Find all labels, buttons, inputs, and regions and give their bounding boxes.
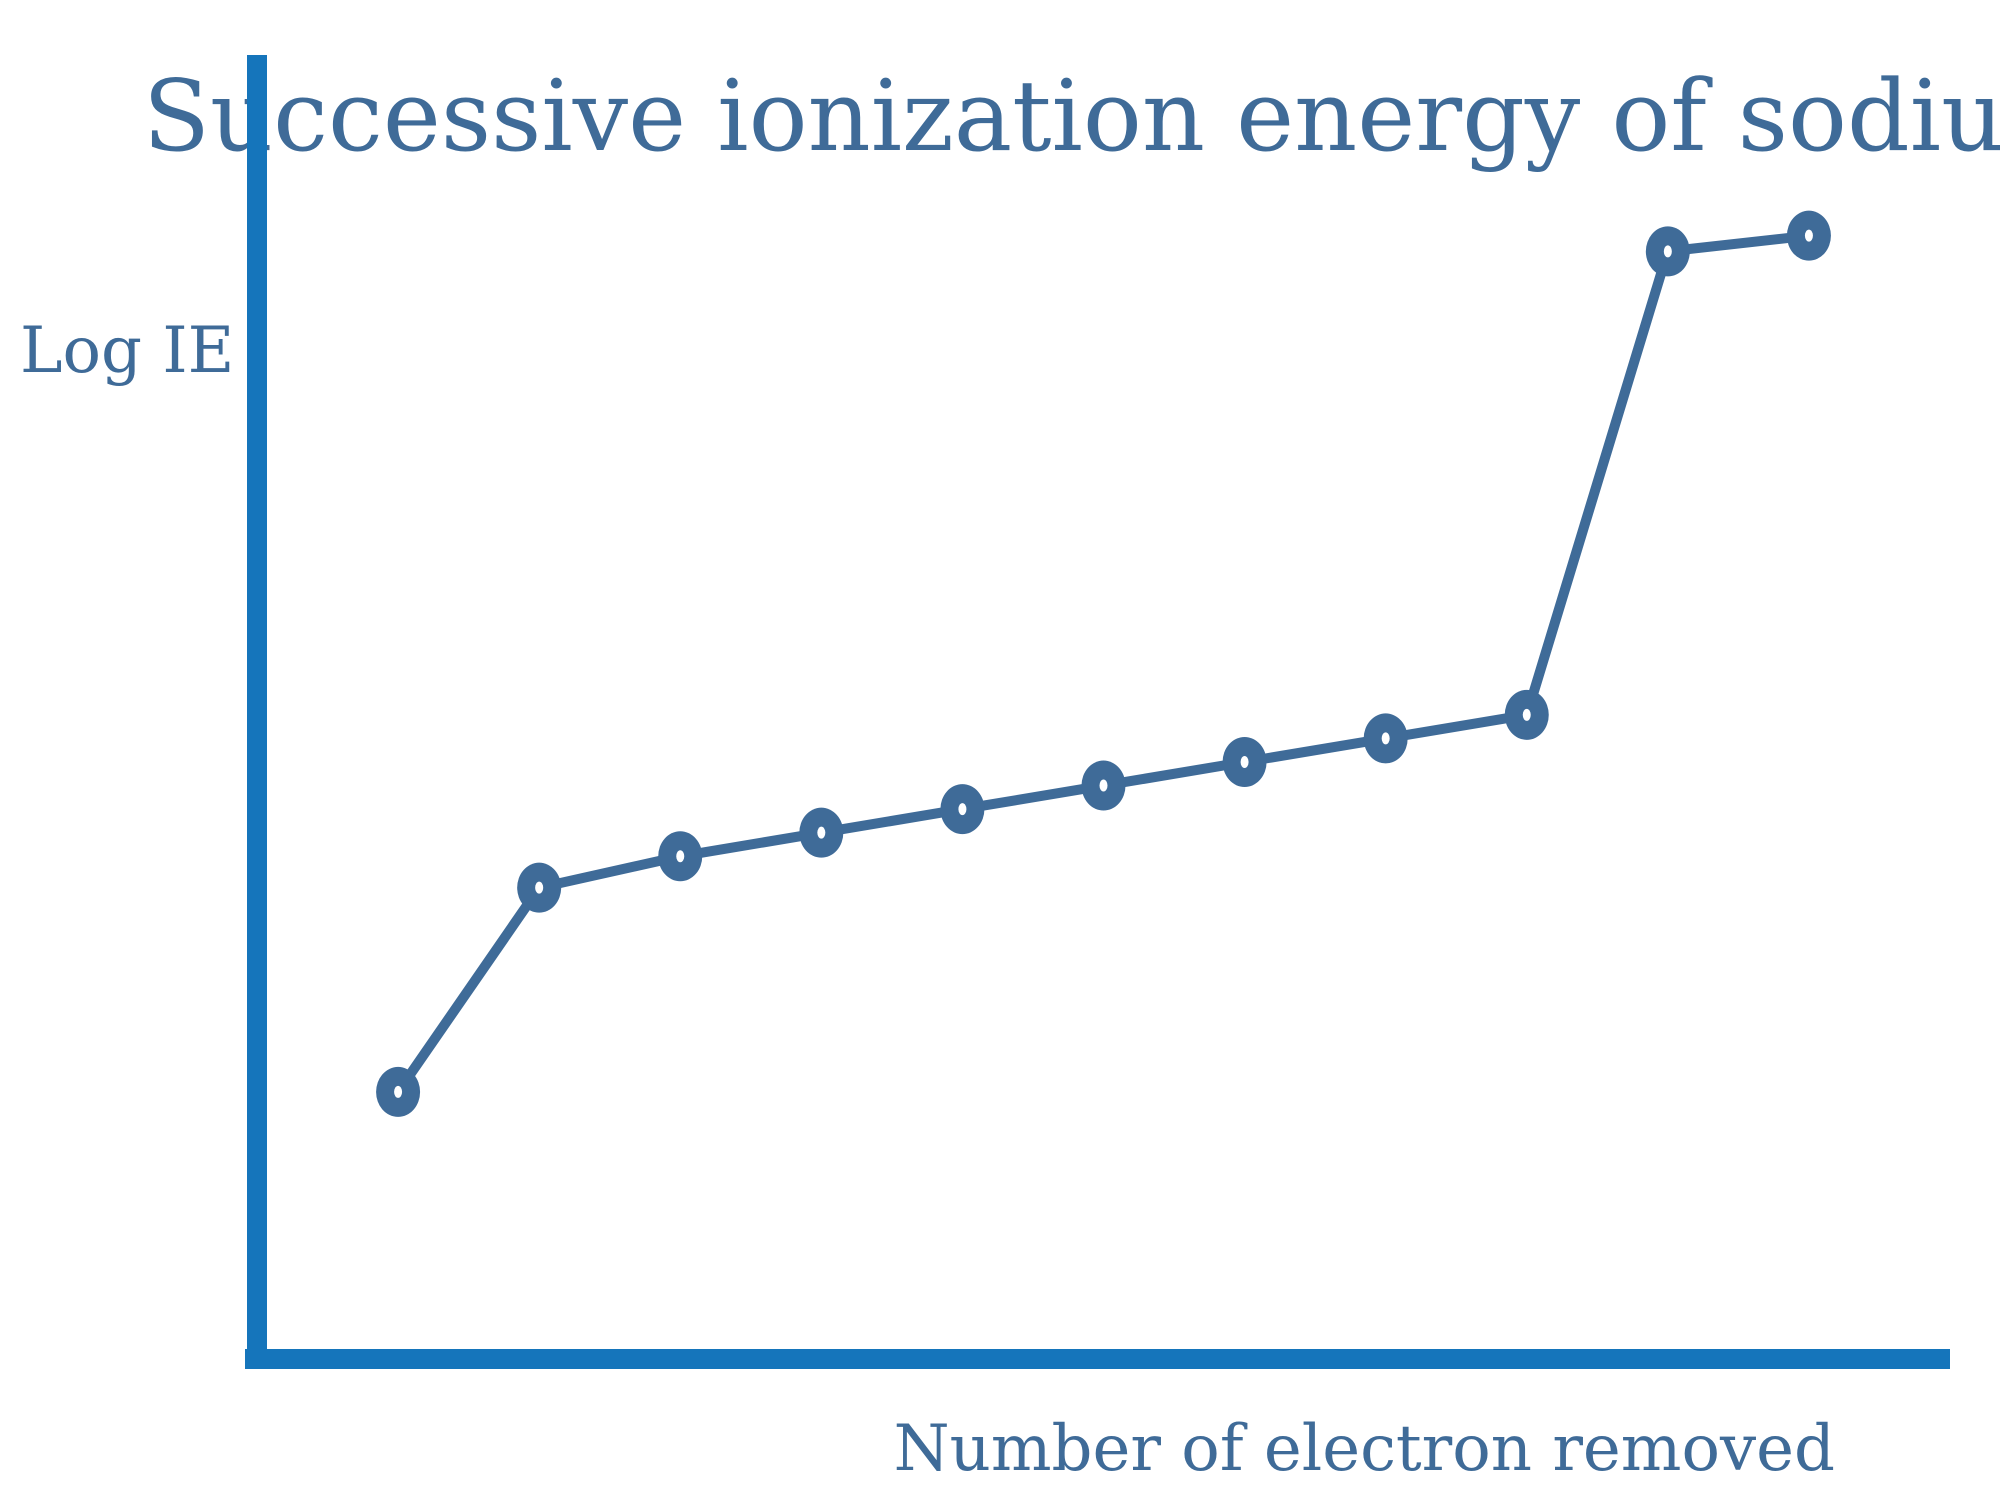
data-point-8 (1363, 713, 1408, 764)
series-line (393, 230, 1814, 1097)
data-points (376, 210, 1831, 1117)
data-point-hole (535, 881, 544, 894)
data-point-2 (517, 862, 562, 913)
data-point-hole (817, 826, 826, 839)
data-point-hole (958, 803, 967, 816)
y-axis-label: Log IE (20, 314, 234, 388)
data-point-11 (1786, 210, 1831, 261)
chart-title: Successive ionization energy of sodium (143, 60, 2000, 174)
data-point-5 (940, 784, 985, 835)
data-point-hole (1663, 245, 1672, 258)
data-point-hole (394, 1085, 403, 1098)
data-point-3 (658, 831, 703, 882)
data-point-hole (1240, 755, 1249, 768)
data-point-hole (1381, 732, 1390, 745)
data-point-hole (1804, 229, 1813, 242)
data-point-hole (1522, 708, 1531, 721)
data-point-6 (1081, 760, 1126, 811)
data-point-hole (676, 850, 685, 863)
data-point-1 (376, 1066, 421, 1117)
data-point-10 (1645, 226, 1690, 277)
x-axis-label: Number of electron removed (894, 1412, 1835, 1486)
data-point-4 (799, 807, 844, 858)
data-point-9 (1504, 689, 1549, 740)
data-point-7 (1222, 736, 1267, 787)
data-point-hole (1099, 779, 1108, 792)
